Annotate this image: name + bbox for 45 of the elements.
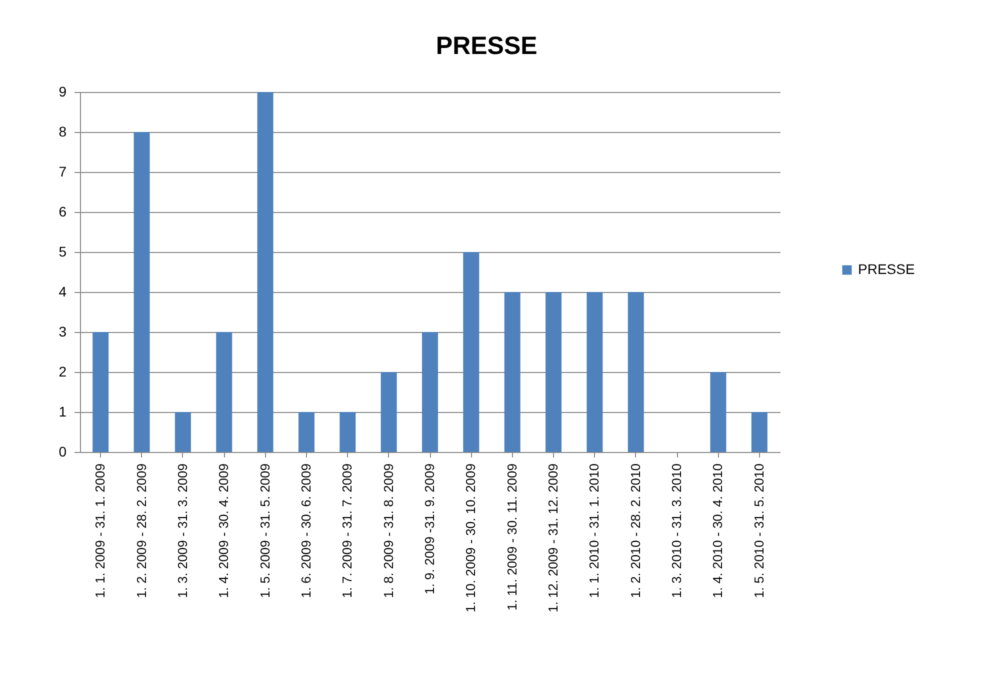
bar xyxy=(546,292,562,452)
x-tick-label: 1. 9. 2009 -31. 9. 2009 xyxy=(422,464,437,594)
bar xyxy=(340,412,356,452)
x-tick-label: 1. 4. 2009 - 30. 4. 2009 xyxy=(216,464,232,598)
y-tick-label: 5 xyxy=(58,244,67,260)
bar xyxy=(298,412,314,452)
bar xyxy=(504,292,520,452)
bar xyxy=(586,292,603,452)
y-tick-label: 7 xyxy=(58,164,67,180)
bar xyxy=(174,412,191,452)
y-tick-label: 2 xyxy=(58,364,67,380)
x-tick-label: 1. 1. 2010 - 31. 1. 2010 xyxy=(586,464,602,598)
y-tick-label: 1 xyxy=(58,404,67,420)
x-tick-label: 1. 2. 2009 - 28. 2. 2009 xyxy=(134,464,149,598)
x-tick-label: 1. 10. 2009 - 30. 10. 2009 xyxy=(463,464,478,612)
x-tick-label: 1. 2. 2010 - 28. 2. 2010 xyxy=(628,464,643,598)
x-tick-label: 1. 5. 2010 - 31. 5. 2010 xyxy=(751,464,766,598)
bar xyxy=(134,132,150,452)
bar xyxy=(463,252,480,452)
y-tick-label: 6 xyxy=(58,204,67,220)
x-tick-label: 1. 5. 2009 - 31. 5. 2009 xyxy=(257,464,272,598)
x-tick-label: 1. 4. 2010 - 30. 4. 2010 xyxy=(710,464,726,598)
x-tick-label: 1. 3. 2010 - 31. 3. 2010 xyxy=(669,464,684,598)
bar xyxy=(216,332,232,452)
y-tick-label: 4 xyxy=(58,284,67,300)
bar xyxy=(257,92,274,452)
x-tick-label: 1. 3. 2009 - 31. 3. 2009 xyxy=(174,464,190,598)
y-tick-label: 3 xyxy=(58,324,67,340)
bar xyxy=(628,292,644,452)
x-tick-label: 1. 12. 2009 - 31. 12. 2009 xyxy=(546,464,561,612)
x-tick-label: 1. 1. 2009 - 31. 1. 2009 xyxy=(92,464,108,598)
y-tick-label: 0 xyxy=(58,444,67,460)
bar xyxy=(92,332,109,452)
bar xyxy=(710,372,726,452)
x-tick-label: 1. 7. 2009 - 31. 7. 2009 xyxy=(340,464,355,598)
bar xyxy=(380,372,397,452)
bar xyxy=(751,412,768,452)
x-tick-label: 1. 6. 2009 - 30. 6. 2009 xyxy=(298,464,314,598)
y-tick-label: 9 xyxy=(58,84,67,100)
x-tick-label: 1. 11. 2009 - 30. 11. 2009 xyxy=(504,464,520,610)
chart-title: PRESSE xyxy=(436,32,538,60)
x-tick-label: 1. 8. 2009 - 31. 8. 2009 xyxy=(380,464,396,598)
bar xyxy=(422,332,438,452)
legend-label: PRESSE xyxy=(858,261,915,277)
y-tick-label: 8 xyxy=(58,124,67,140)
